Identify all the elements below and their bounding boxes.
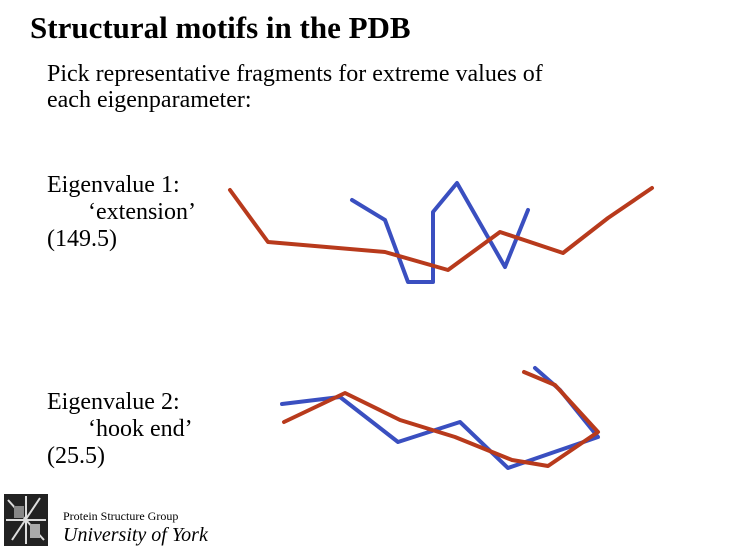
eigen-label: Eigenvalue 2: [47, 389, 180, 415]
group-name: Protein Structure Group [63, 509, 179, 523]
eigen-label: Eigenvalue 1: [47, 172, 180, 198]
logo [4, 494, 48, 546]
fragment-blue [350, 181, 530, 284]
fragment-red [282, 370, 600, 468]
eigen-value: (25.5) [47, 443, 105, 469]
title: Structural motifs in the PDB [30, 10, 411, 45]
eigen-name: ‘extension’ [88, 199, 196, 225]
eigen-name: ‘hook end’ [88, 416, 193, 442]
intro-line: each eigenparameter: [47, 87, 252, 113]
university-name: University of York [63, 524, 208, 546]
eigen-value: (149.5) [47, 226, 117, 252]
intro-line: Pick representative fragments for extrem… [47, 61, 543, 87]
fragment-red [228, 186, 654, 272]
